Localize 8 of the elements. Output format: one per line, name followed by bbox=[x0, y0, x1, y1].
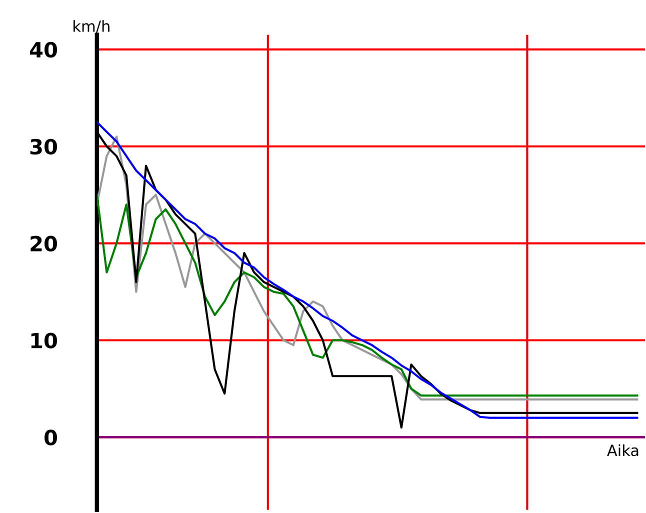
y-tick-label: 10 bbox=[31, 332, 58, 348]
y-tick-label: 20 bbox=[30, 236, 58, 252]
y-tick-label: 0 bbox=[44, 430, 58, 446]
line-series bbox=[96, 194, 638, 397]
y-tick-label: 40 bbox=[30, 42, 58, 58]
y-axis-title: km/h bbox=[74, 20, 110, 34]
y-tick-label: 30 bbox=[30, 138, 58, 155]
x-axis-title: Aika bbox=[607, 444, 638, 456]
